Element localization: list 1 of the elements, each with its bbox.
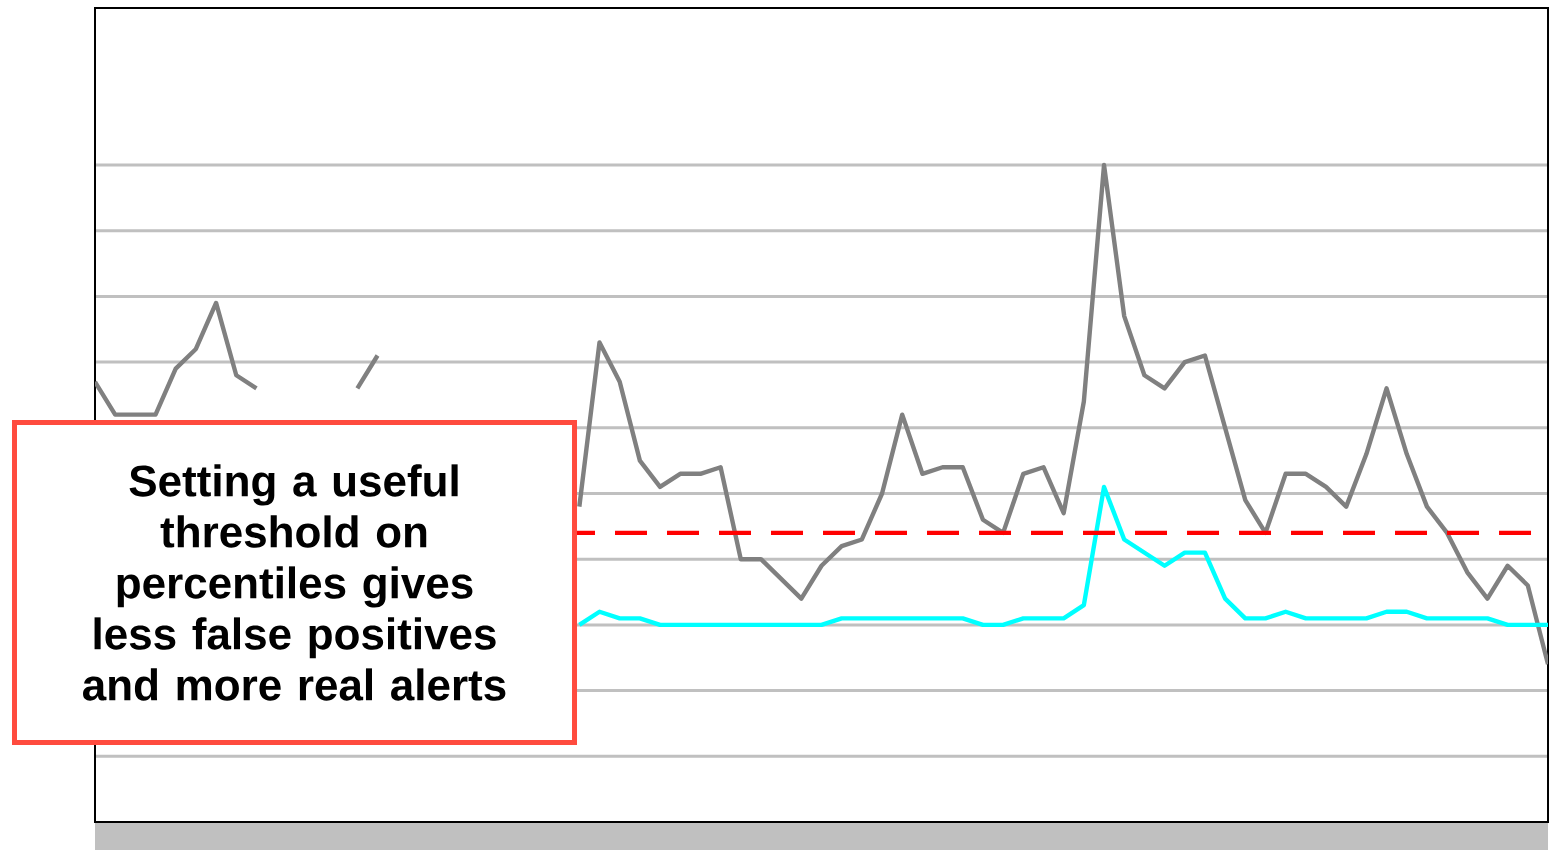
- annotation: Setting a useful threshold on percentiles gives less false positives and more real alerts: [83, 464, 506, 701]
